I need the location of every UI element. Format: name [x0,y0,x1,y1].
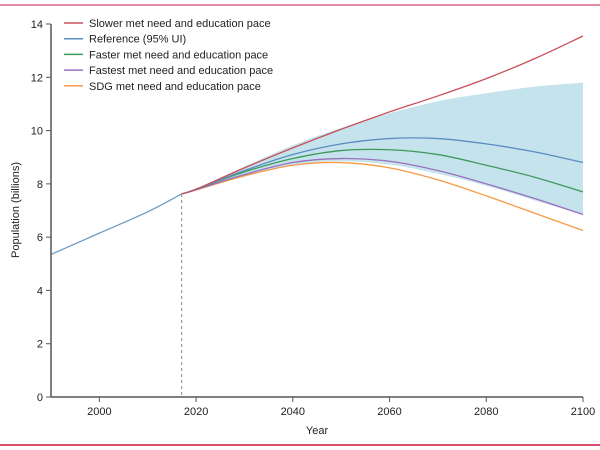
y-tick-label: 6 [37,232,43,244]
legend-label: Faster met need and education pace [89,49,268,61]
series-line-3 [181,157,584,216]
y-axis-label: Population (billions) [10,162,22,258]
y-tick-label: 0 [37,392,43,404]
legend-label: Reference (95% UI) [89,34,186,46]
x-tick-label: 2020 [184,406,208,418]
historical-line [50,193,182,256]
reference-uncertainty-band [181,82,583,216]
y-tick-label: 10 [31,126,43,138]
legend-label: Fastest met need and education pace [89,65,273,77]
y-tick-label: 2 [37,339,43,351]
x-tick-label: 2100 [571,406,595,418]
bottom-rule [0,444,600,446]
x-tick-label: 2000 [87,406,111,418]
x-tick-label: 2060 [377,406,401,418]
legend-label: SDG met need and education pace [89,81,261,93]
series-line-1 [181,137,584,195]
y-tick-label: 8 [37,179,43,191]
x-tick-label: 2040 [281,406,305,418]
y-tick-label: 14 [31,19,43,31]
x-axis-label: Year [306,425,329,437]
series-line-0 [181,35,584,195]
legend: Slower met need and education pace Refere… [64,18,273,93]
x-tick-label: 2080 [474,406,498,418]
legend-label: Slower met need and education pace [89,18,271,30]
series-line-4 [181,161,584,232]
y-tick-label: 4 [37,285,43,297]
top-rule [0,4,600,6]
y-tick-label: 12 [31,72,43,84]
